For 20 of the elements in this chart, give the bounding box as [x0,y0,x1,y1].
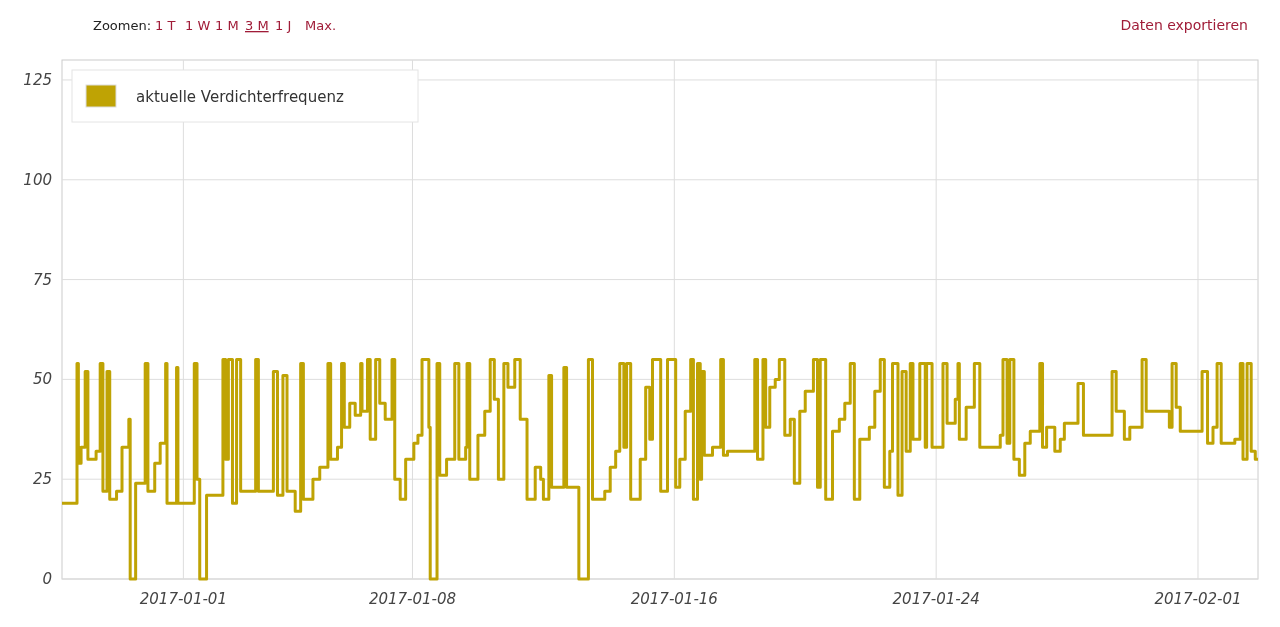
text: 3 M [245,18,269,33]
x-tick-label: 2017-01-16 [630,590,718,608]
x-tick-label: 2017-01-01 [139,590,227,608]
legend-label: aktuelle Verdichterfrequenz [136,88,344,106]
text: 1 T [155,18,176,33]
y-tick-label: 0 [42,570,52,588]
y-tick-label: 75 [32,270,52,289]
x-tick-label: 2017-01-08 [368,590,457,608]
x-tick-label: 2017-02-01 [1154,590,1242,608]
text: 1 M [215,18,239,33]
y-tick-label: 125 [23,70,52,89]
text: 1 W [185,18,211,33]
y-tick-label: 25 [32,470,52,489]
y-tick-label: 50 [32,370,52,389]
text: 1 J [275,18,292,33]
y-tick-label: 100 [23,170,52,189]
x-tick-label: 2017-01-24 [892,590,980,608]
text: Max. [305,18,337,33]
text: Zoomen: [93,18,152,33]
text: Daten exportieren [1120,17,1248,33]
